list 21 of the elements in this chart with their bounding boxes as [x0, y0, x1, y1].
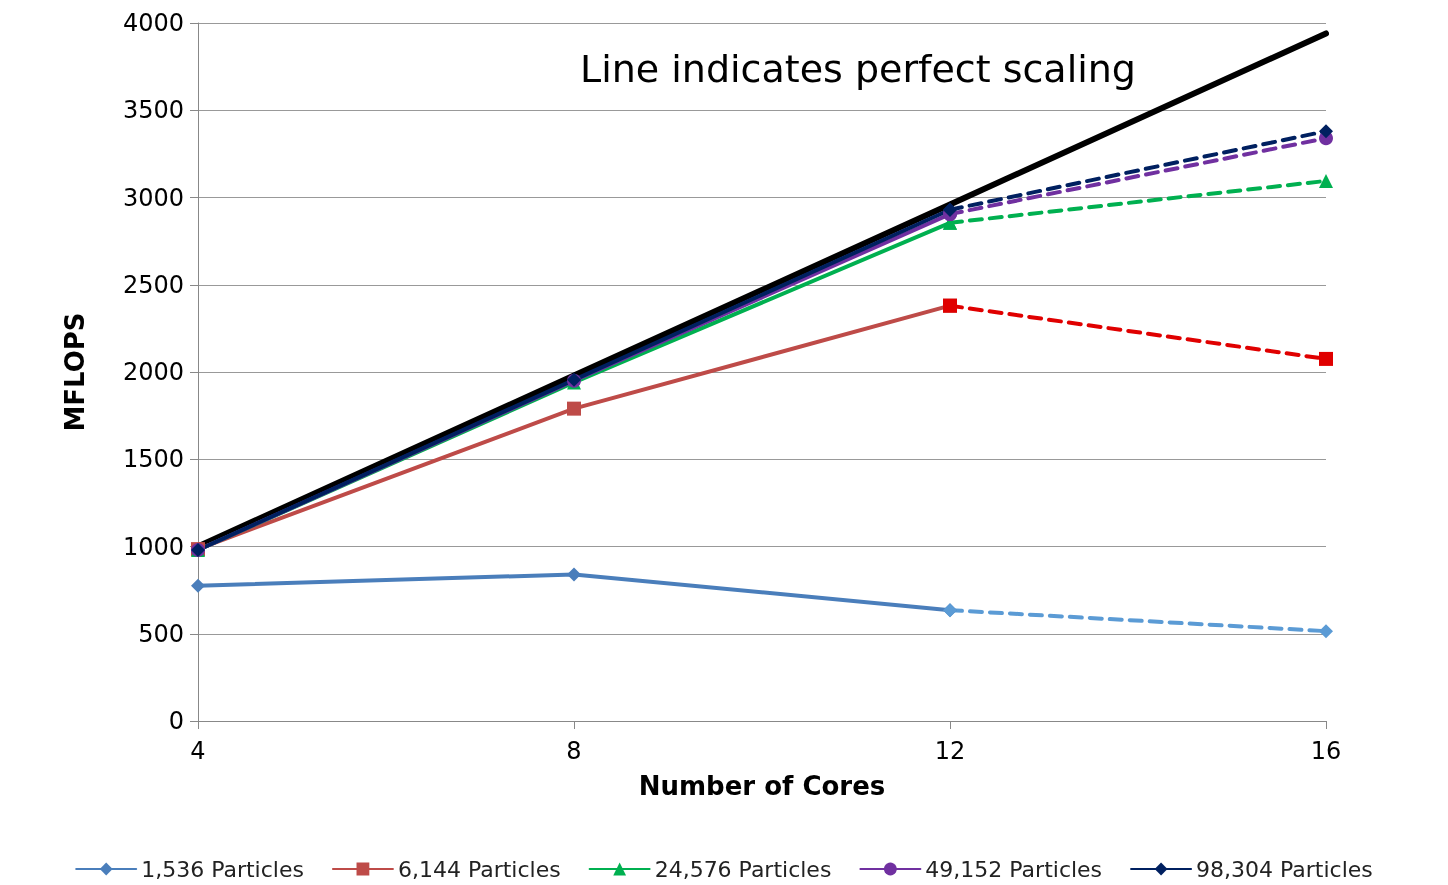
x-tick-label: 16 — [1310, 737, 1342, 765]
y-tick-label: 2000 — [122, 358, 184, 386]
y-axis-title: MFLOPS — [60, 312, 90, 432]
y-tick-label: 3500 — [122, 96, 184, 125]
legend-label: 98,304 Particles — [1196, 856, 1373, 882]
annotation: Line indicates perfect scaling — [580, 47, 1136, 91]
y-tick-label: 1000 — [122, 532, 184, 561]
y-tick-label: 1500 — [122, 445, 184, 474]
legend-label: 24,576 Particles — [654, 856, 832, 882]
legend-label: 1,536 Particles — [141, 856, 304, 882]
legend-label: 6,144 Particles — [397, 856, 561, 882]
x-tick-label: 8 — [566, 737, 582, 765]
y-tick-label: 2500 — [122, 270, 184, 299]
y-tick-label: 3000 — [122, 183, 184, 212]
x-tick-label: 12 — [934, 737, 966, 765]
x-tick-label: 4 — [190, 737, 206, 765]
legend-label: 49,152 Particles — [925, 856, 1103, 882]
y-tick-label: 4000 — [122, 9, 184, 37]
y-tick-label: 500 — [138, 619, 184, 648]
y-tick-label: 0 — [168, 707, 184, 735]
x-axis-title: Number of Cores — [638, 771, 886, 801]
